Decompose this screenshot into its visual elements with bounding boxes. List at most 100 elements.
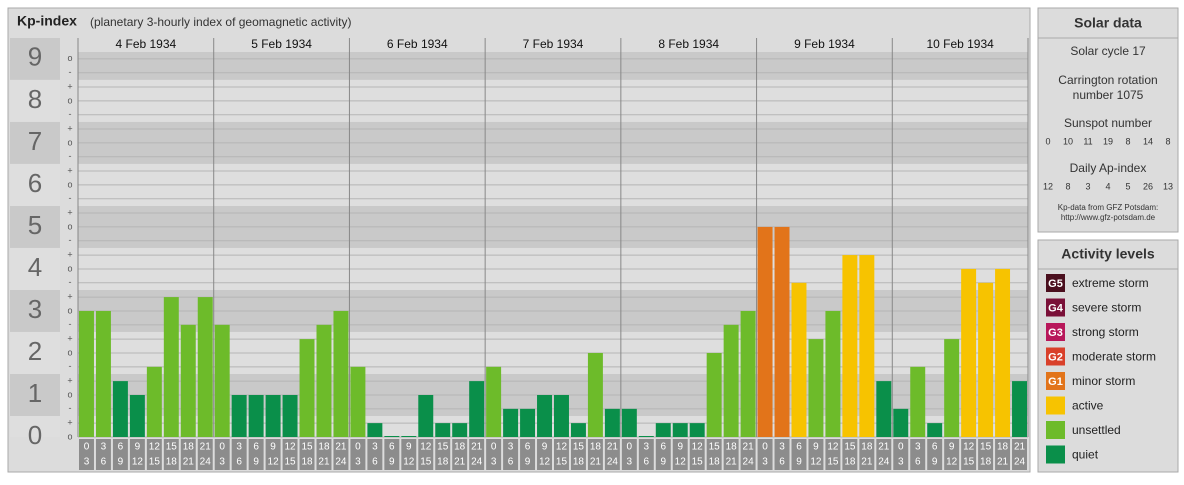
bar bbox=[384, 436, 400, 437]
major-tick-label: 4 bbox=[28, 252, 42, 282]
y-tick-label: - bbox=[69, 403, 72, 413]
slot-end: 6 bbox=[644, 457, 650, 468]
level-label: unsettled bbox=[1072, 423, 1121, 437]
bar bbox=[95, 310, 111, 437]
sunspot-value: 8 bbox=[1165, 136, 1170, 146]
slot-end: 15 bbox=[556, 457, 568, 468]
slot-end: 12 bbox=[675, 457, 687, 468]
bar bbox=[129, 394, 145, 437]
slot-box bbox=[961, 439, 977, 470]
slot-box bbox=[95, 439, 111, 470]
ap-value: 4 bbox=[1105, 181, 1110, 191]
slot-end: 12 bbox=[539, 457, 551, 468]
slot-box bbox=[214, 439, 230, 470]
y-tick-label: + bbox=[67, 165, 72, 175]
slot-box bbox=[282, 439, 298, 470]
day-header bbox=[78, 38, 1028, 52]
ap-label: Daily Ap-index bbox=[1070, 161, 1147, 175]
slot-box bbox=[486, 439, 502, 470]
slot-box bbox=[876, 439, 892, 470]
bar bbox=[554, 394, 569, 437]
slot-box bbox=[927, 439, 943, 470]
bar bbox=[876, 381, 892, 437]
bar bbox=[452, 423, 468, 437]
bar bbox=[604, 408, 620, 437]
slot-start: 0 bbox=[84, 442, 90, 453]
slot-start: 9 bbox=[406, 442, 412, 453]
bar bbox=[910, 366, 926, 437]
slot-box bbox=[587, 439, 603, 470]
slot-start: 6 bbox=[796, 442, 802, 453]
slot-end: 15 bbox=[692, 457, 704, 468]
slot-end: 6 bbox=[236, 457, 242, 468]
slot-end: 6 bbox=[372, 457, 378, 468]
bar bbox=[401, 436, 417, 437]
slot-start: 6 bbox=[525, 442, 531, 453]
slot-end: 12 bbox=[810, 457, 822, 468]
bar bbox=[621, 408, 637, 437]
slot-box bbox=[231, 439, 247, 470]
bar bbox=[689, 423, 705, 437]
bar bbox=[537, 394, 552, 437]
slot-end: 21 bbox=[861, 457, 873, 468]
slot-box bbox=[706, 439, 722, 470]
slot-end: 6 bbox=[915, 457, 921, 468]
slot-box bbox=[112, 439, 128, 470]
solar-cycle: Solar cycle 17 bbox=[1070, 44, 1146, 58]
level-badge: G4 bbox=[1048, 302, 1064, 314]
slot-box bbox=[689, 439, 705, 470]
slot-start: 6 bbox=[660, 442, 666, 453]
bar bbox=[570, 423, 586, 437]
bar bbox=[265, 394, 281, 437]
ap-value: 12 bbox=[1043, 181, 1053, 191]
slot-end: 3 bbox=[219, 457, 225, 468]
day-label: 9 Feb 1934 bbox=[794, 37, 855, 51]
level-badge: G2 bbox=[1048, 351, 1063, 363]
slot-end: 12 bbox=[946, 457, 958, 468]
bar bbox=[180, 324, 196, 437]
slot-start: 21 bbox=[878, 442, 890, 453]
bar bbox=[757, 226, 773, 437]
level-swatch bbox=[1046, 323, 1065, 341]
ap-value: 5 bbox=[1125, 181, 1130, 191]
slot-box bbox=[418, 439, 434, 470]
slot-start: 0 bbox=[219, 442, 225, 453]
carrington: Carrington rotation bbox=[1058, 73, 1157, 87]
slot-start: 9 bbox=[677, 442, 683, 453]
slot-start: 18 bbox=[318, 442, 330, 453]
slot-box bbox=[893, 439, 909, 470]
slot-start: 15 bbox=[437, 442, 449, 453]
bar bbox=[248, 394, 264, 437]
bar bbox=[791, 282, 807, 437]
slot-end: 15 bbox=[963, 457, 975, 468]
solar-panel bbox=[1037, 7, 1179, 233]
slot-end: 12 bbox=[403, 457, 415, 468]
y-tick-label: o bbox=[67, 137, 72, 147]
slot-end: 3 bbox=[355, 457, 361, 468]
y-tick-label: - bbox=[69, 235, 72, 245]
slot-end: 9 bbox=[525, 457, 531, 468]
slot-end: 3 bbox=[84, 457, 90, 468]
slot-box bbox=[944, 439, 960, 470]
slot-start: 3 bbox=[779, 442, 785, 453]
y-tick-label: + bbox=[67, 375, 72, 385]
slot-box bbox=[265, 439, 281, 470]
sunspot-value: 11 bbox=[1083, 136, 1092, 146]
ap-value: 13 bbox=[1163, 181, 1173, 191]
slot-box bbox=[910, 439, 926, 470]
slot-start: 18 bbox=[590, 442, 602, 453]
y-tick-label: o bbox=[67, 305, 72, 315]
slot-start: 9 bbox=[949, 442, 955, 453]
slot-start: 6 bbox=[932, 442, 938, 453]
level-label: moderate storm bbox=[1072, 350, 1156, 364]
bar bbox=[927, 423, 943, 437]
slot-end: 21 bbox=[726, 457, 738, 468]
slot-end: 24 bbox=[1014, 457, 1026, 468]
slot-end: 9 bbox=[118, 457, 124, 468]
slot-start: 9 bbox=[542, 442, 548, 453]
major-tick-label: 8 bbox=[28, 84, 42, 114]
slot-end: 21 bbox=[454, 457, 466, 468]
slot-end: 18 bbox=[573, 457, 585, 468]
slot-box bbox=[435, 439, 451, 470]
y-tick-label: - bbox=[69, 67, 72, 77]
